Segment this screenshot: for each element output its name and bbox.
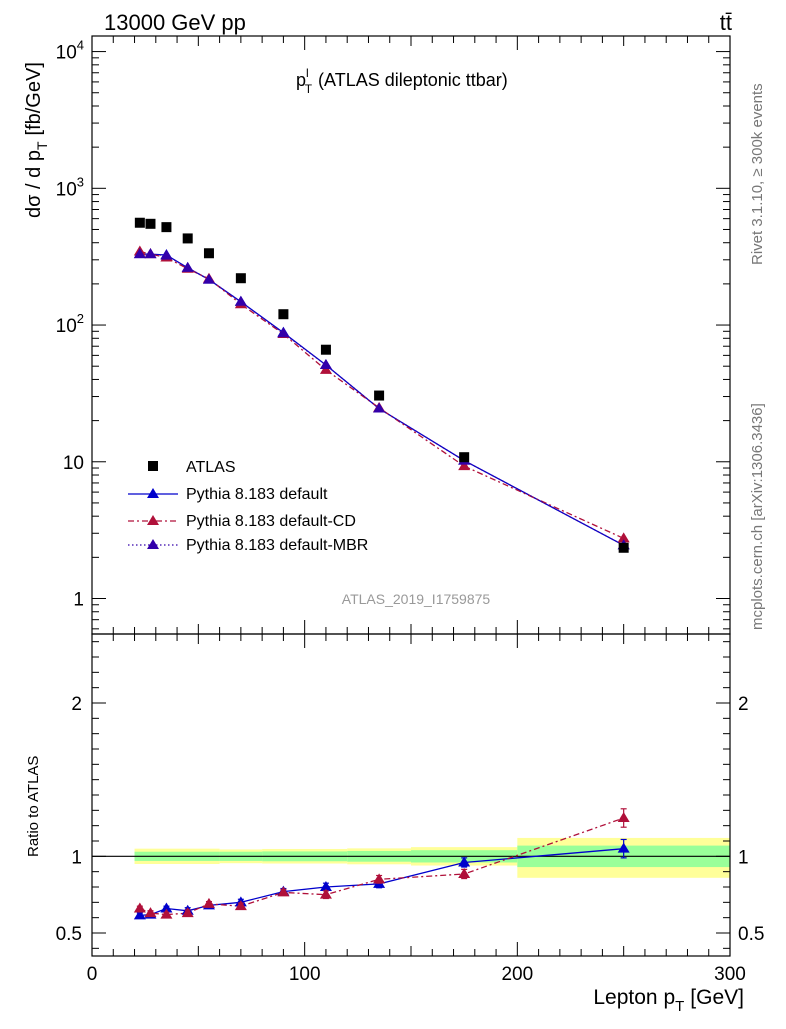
ratio-ytick-label-right: 1 [738,847,749,868]
ratio-xlabel-sub: T [675,998,684,1015]
main-point-mc-3 [234,295,247,306]
legend-label-atlas: ATLAS [186,459,236,476]
ratio-xlabel-unit: [GeV] [690,986,744,1009]
main-point-atlas [134,217,145,228]
legend: ATLAS Pythia 8.183 default Pythia 8.183 … [128,459,368,554]
ratio-panel: 0.5 0.5 1 1 2 2 0 100 200 300 Ratio to ATLAS Lept… [25,633,764,1015]
final-state-label: tt̄ [720,10,732,35]
main-point-mc-2 [458,460,471,471]
legend-marker-cd [147,515,159,525]
legend-marker-atlas [148,461,158,471]
legend-marker-mbr [147,539,159,549]
legend-marker-default [147,488,159,498]
main-point-mc-3 [319,359,332,370]
ratio-series-line-2 [139,817,624,916]
main-ylabel-unit: [fb/GeV] [23,62,45,135]
main-ylabel-sub: T [34,141,50,150]
main-point-mc-3 [133,248,146,259]
main-point-atlas [618,542,629,553]
rivet-label: Rivet 3.1.10, ≥ 300k events [749,83,766,265]
main-point-mc-3 [144,248,157,259]
title-sup: l [306,66,309,80]
ratio-point-1 [617,842,630,853]
ratio-ytick-label-left: 1 [71,847,82,868]
title-main: p [296,70,306,90]
ratio-ytick-label-right: 2 [738,694,749,715]
legend-label-cd: Pythia 8.183 default-CD [186,513,356,530]
main-point-atlas [182,233,193,244]
ratio-point-2 [277,886,290,897]
ratio-bands [92,837,730,878]
ratio-point-2 [234,900,247,911]
process-label: 13000 GeV pp [104,10,246,35]
main-ytick-label: 10 [63,453,84,474]
main-point-mc-3 [181,261,194,272]
ratio-point-1 [133,909,146,920]
ratio-ticks: 0.5 0.5 1 1 2 2 0 100 200 300 [56,634,764,985]
ratio-ytick-label-right: 0.5 [738,924,764,945]
ratio-frame [91,633,731,957]
ratio-ytick-label-left: 2 [71,694,82,715]
main-point-atlas [278,309,289,320]
mcplots-label: mcplots.cern.ch [arXiv:1306.3436] [749,403,766,630]
main-point-atlas [459,452,470,463]
main-ytick-label: 104 [56,38,84,64]
main-point-atlas [203,248,214,259]
title-sub: T [305,82,313,96]
ratio-xlabel: Lepton pT [GeV] [593,986,744,1015]
ratio-point-2 [458,867,471,878]
ratio-xtick-label: 0 [87,964,98,985]
main-series [133,217,630,553]
plot-title: pl T (ATLAS dileptonic ttbar) [296,66,508,96]
main-point-atlas [235,273,246,284]
main-ytick-label: 103 [56,174,84,200]
ratio-xtick-label: 200 [501,964,533,985]
ratio-point-1 [458,856,471,867]
main-ytick-label: 102 [56,311,84,337]
title-rest: (ATLAS dileptonic ttbar) [318,70,508,90]
ratio-xtick-label: 100 [289,964,321,985]
main-point-atlas [161,222,172,233]
main-point-atlas [374,390,385,401]
main-ylabel: dσ / d pT [fb/GeV] [23,62,50,218]
ratio-point-2 [202,897,215,908]
main-point-mc-3 [277,327,290,338]
main-point-mc-3 [202,273,215,284]
ratio-ylabel: Ratio to ATLAS [25,756,42,857]
ratio-series [133,808,630,920]
ratio-point-2 [617,812,630,822]
main-ticks: 1 10 102 103 104 [56,36,731,634]
ratio-point-2 [144,907,157,918]
ratio-xtick-label: 300 [714,964,746,985]
ratio-point-2 [373,873,386,884]
analysis-watermark: ATLAS_2019_I1759875 [342,591,491,607]
ratio-point-2 [133,902,146,913]
ratio-point-2 [160,908,173,919]
ratio-point-2 [181,907,194,918]
legend-label-default: Pythia 8.183 default [186,486,328,503]
main-series-line-3 [139,253,625,546]
ratio-xlabel-text: Lepton p [593,986,675,1009]
main-ytick-label: 1 [73,589,84,610]
main-point-atlas [145,218,156,229]
legend-label-mbr: Pythia 8.183 default-MBR [186,537,368,554]
ratio-point-1 [319,881,332,891]
ratio-point-1 [160,902,173,913]
main-point-mc-3 [160,249,173,260]
ratio-ytick-label-left: 0.5 [56,924,82,945]
main-point-mc-3 [373,402,386,413]
main-ylabel-text: dσ / d p [23,150,45,218]
ratio-point-2 [319,888,332,899]
main-point-mc-2 [617,532,630,543]
main-point-atlas [320,344,331,355]
